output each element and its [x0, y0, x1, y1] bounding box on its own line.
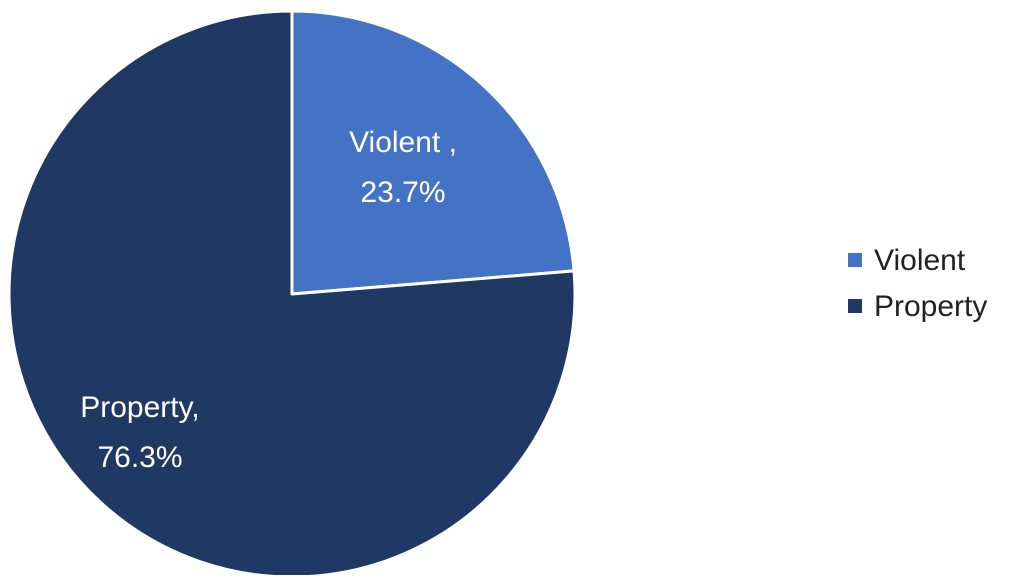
legend-item-property: Property [848, 290, 987, 323]
data-label-line: 76.3% [97, 441, 182, 474]
data-label-violent: Violent , 23.7% [349, 126, 457, 209]
chart-legend: Violent Property [848, 244, 987, 323]
legend-swatch [848, 299, 862, 313]
data-label-property: Property, 76.3% [80, 391, 200, 474]
data-label-line: Violent , [349, 126, 457, 159]
data-label-line: 23.7% [360, 176, 445, 209]
legend-label: Violent [874, 244, 966, 277]
pie-slice-violent [290, 9, 576, 296]
pie-slice-property [7, 9, 577, 579]
pie-data-labels: Violent , 23.7% Property, 76.3% [80, 126, 457, 474]
data-label-line: Property, [80, 391, 200, 424]
legend-swatch [848, 253, 862, 267]
legend-label: Property [874, 290, 987, 323]
pie-slices [7, 9, 577, 579]
legend-item-violent: Violent [848, 244, 966, 277]
